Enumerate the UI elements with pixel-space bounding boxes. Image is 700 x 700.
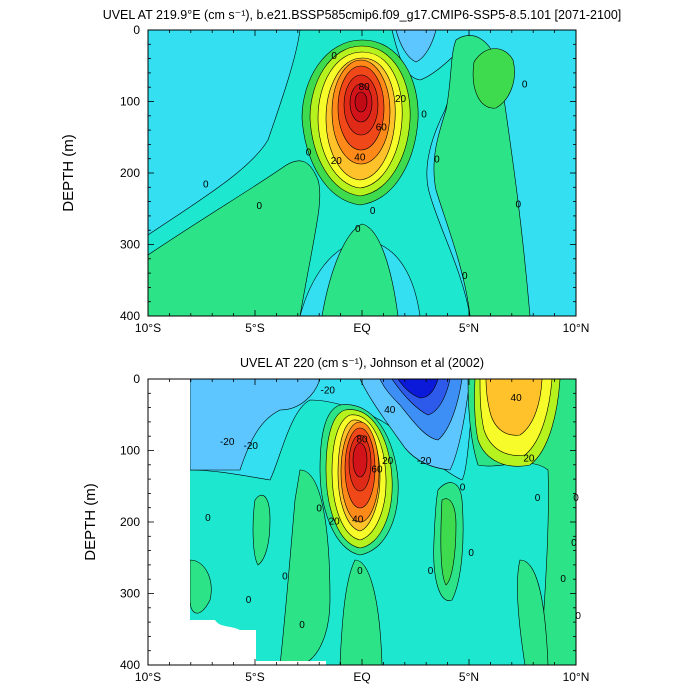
bottom-contour-label: 0 — [460, 482, 466, 493]
bottom-y-tick-label: 0 — [133, 372, 140, 386]
bottom-contour-label: 0 — [282, 572, 288, 583]
top-contour-label: 0 — [434, 155, 440, 166]
bottom-green-patch-4 — [189, 559, 212, 614]
top-contour-field — [148, 30, 576, 316]
bottom-x-tick-label: 5°S — [245, 670, 264, 684]
top-contour-label: 0 — [331, 51, 337, 62]
top-y-tick-label: 400 — [120, 309, 140, 323]
bottom-contour-label: 0 — [246, 595, 252, 606]
top-x-tick-label: EQ — [353, 321, 370, 335]
top-contour-label: 0 — [462, 271, 468, 282]
bottom-contour-label: 20 — [382, 456, 394, 467]
bottom-contour-label: 40 — [511, 393, 523, 404]
bottom-contour-label: 80 — [356, 434, 368, 445]
top-x-tick-label: 5°S — [245, 321, 264, 335]
bottom-title: UVEL AT 220 (cm s⁻¹), Johnson et al (200… — [240, 356, 484, 370]
bottom-necc-40 — [485, 379, 543, 436]
bottom-contour-label: -20 — [243, 441, 258, 452]
bottom-contour-label: 40 — [352, 514, 364, 525]
top-contour-label: 0 — [306, 148, 312, 159]
bottom-x-tick-label: 10°S — [135, 670, 161, 684]
bottom-x-tick-label: 5°N — [459, 670, 479, 684]
top-contour-label: 80 — [359, 82, 371, 93]
bottom-contour-label: -20 — [417, 456, 432, 467]
top-contour-label: 0 — [256, 201, 262, 212]
bottom-y-tick-label: 400 — [120, 658, 140, 672]
top-contour-label: 60 — [376, 123, 388, 134]
bottom-neg50-region — [397, 379, 439, 399]
top-y-tick-label: 100 — [120, 95, 140, 109]
bottom-x-tick-label: 10°N — [563, 670, 590, 684]
bottom-contour-label: 20 — [329, 517, 341, 528]
top-contour-label: 0 — [522, 80, 528, 91]
bottom-contour-label: 60 — [371, 464, 383, 475]
bottom-missing-data-strip — [256, 661, 326, 665]
bottom-contour-label: 0 — [357, 566, 363, 577]
bottom-contour-label: 20 — [523, 454, 535, 465]
bottom-contour-label: 0 — [428, 566, 434, 577]
bottom-contour-label: -20 — [220, 437, 235, 448]
top-pos-band-southwest — [148, 160, 321, 316]
top-core-90 — [354, 91, 368, 113]
top-neg20-pocket — [395, 30, 437, 63]
bottom-green-patch-3 — [252, 495, 271, 566]
bottom-core-80 — [352, 442, 368, 478]
bottom-contour-label: 40 — [384, 405, 396, 416]
bottom-green-patch-2 — [440, 498, 457, 586]
bottom-contour-label: 0 — [575, 611, 581, 622]
top-contour-label: 0 — [421, 110, 427, 121]
bottom-contour-label: -20 — [321, 386, 336, 397]
top-contour-label: 0 — [203, 180, 209, 191]
bottom-green-patch-5 — [279, 469, 331, 665]
top-contour-label: 40 — [354, 153, 366, 164]
bottom-contour-label: 0 — [316, 504, 322, 515]
top-contour-label: 0 — [515, 200, 521, 211]
bottom-contour-label: 0 — [468, 548, 474, 559]
bottom-contour-label: 0 — [535, 493, 541, 504]
top-contour-label: 20 — [331, 156, 343, 167]
bottom-contour-label: 0 — [560, 574, 566, 585]
top-pos-region-below-core — [321, 223, 399, 316]
top-panel: UVEL AT 219.9°E (cm s⁻¹), b.e21.BSSP585c… — [60, 8, 621, 335]
top-x-tick-label: 10°S — [135, 321, 161, 335]
bottom-green-patch-6 — [339, 559, 383, 665]
top-title: UVEL AT 219.9°E (cm s⁻¹), b.e21.BSSP585c… — [103, 8, 622, 22]
top-contour-label: 0 — [370, 206, 376, 217]
bottom-contour-label: 0 — [299, 620, 305, 631]
top-ylabel: DEPTH (m) — [60, 134, 77, 212]
bottom-contour-label: 0 — [571, 538, 577, 549]
top-x-tick-label: 5°N — [459, 321, 479, 335]
bottom-green-patch-7 — [517, 559, 549, 665]
bottom-missing-data-region — [148, 379, 256, 665]
bottom-contour-field — [148, 379, 576, 665]
top-neg-region-west — [148, 30, 301, 236]
top-y-tick-label: 300 — [120, 238, 140, 252]
bottom-y-tick-label: 300 — [120, 587, 140, 601]
bottom-neg20-region-west — [189, 379, 321, 471]
top-y-tick-label: 200 — [120, 166, 140, 180]
bottom-x-tick-label: EQ — [353, 670, 370, 684]
top-contour-label: 20 — [395, 94, 407, 105]
bottom-panel: UVEL AT 220 (cm s⁻¹), Johnson et al (200… — [82, 356, 589, 684]
bottom-contour-label: 0 — [205, 513, 211, 524]
bottom-ylabel: DEPTH (m) — [82, 483, 99, 561]
top-pos20-blob-east — [472, 48, 515, 109]
bottom-y-tick-label: 200 — [120, 515, 140, 529]
top-contour-label: 0 — [355, 224, 361, 235]
top-x-tick-label: 10°N — [563, 321, 590, 335]
bottom-y-tick-label: 100 — [120, 444, 140, 458]
top-y-tick-label: 0 — [133, 23, 140, 37]
